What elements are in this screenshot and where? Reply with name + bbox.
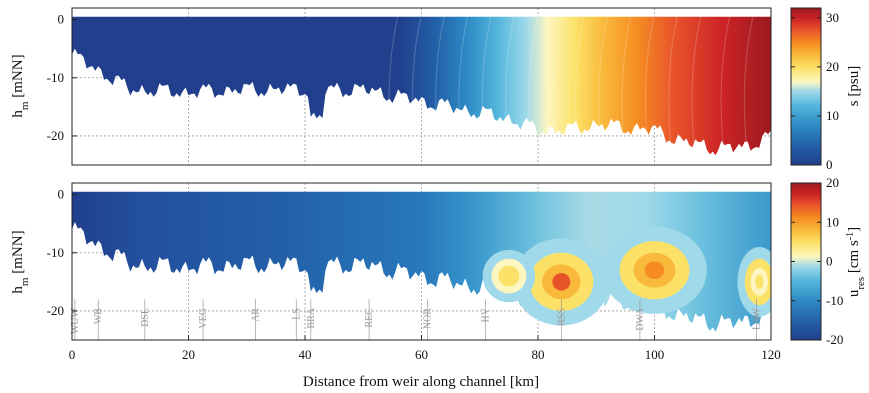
salinity-axes-frame [71,7,772,166]
salinity-contour-bands [388,13,755,160]
salinity-isoline [528,13,539,160]
current-core-inner [503,270,514,282]
salinity-isoline [458,13,469,160]
residual-current-panel: WUW WB DSL VEG AR LS BRA REC NOR HV RSS DWA LAW 0 -10… [10,175,867,390]
residual-colorbar-label: ures [cm s-1] [845,227,868,297]
station-label: DWA [635,307,646,331]
station-label: RSS [556,308,567,326]
current-core-inner [755,274,764,289]
station-label: WUW [70,307,81,334]
residual-y-axis-label: hm [mNN] [10,230,31,293]
y-tick-label: 0 [58,12,65,27]
y-tick-label: 0 [58,187,65,202]
salinity-isoline [598,13,609,160]
residual-y-ticks: 0 -10 -20 [47,187,77,318]
station-label: LS [291,308,302,320]
station-label: LAW [751,307,762,330]
salinity-isoline [551,13,562,160]
y-tick-label: -10 [47,70,64,85]
salinity-isoline [743,13,755,160]
station-label: VEG [198,308,209,329]
salinity-y-ticks: 0 -10 -20 [47,12,77,143]
x-tick-label: 20 [182,347,195,362]
salinity-isoline [481,13,492,160]
salinity-isoline [720,13,731,160]
salinity-y-axis-label: hm [mNN] [10,54,31,117]
station-label: DSL [140,308,151,327]
station-label: REC [364,308,375,328]
colorbar-tick-label: 10 [826,108,839,123]
y-tick-label: -20 [47,128,64,143]
salinity-panel: 0 -10 -20 hm [mNN] 0 10 20 30 s [psu] [10,7,862,172]
station-label: BRA [306,307,317,328]
salinity-isoline [691,13,702,160]
y-tick-label: -10 [47,245,64,260]
residual-colorbar: 20 10 0 -10 -20 ures [cm s-1] [790,175,868,347]
current-core-inner [644,261,665,279]
y-tick-label: -20 [47,303,64,318]
x-tick-label: 100 [645,347,665,362]
colorbar-tick-label: 0 [826,157,833,172]
salinity-field [72,16,771,156]
x-tick-label: 60 [415,347,428,362]
residual-current-cores [482,226,771,326]
station-labels: WUW WB DSL VEG AR LS BRA REC NOR HV RSS DWA LAW [70,299,762,340]
salinity-colorbar-ticks: 0 10 20 30 [791,10,839,172]
current-core-inner [552,273,571,291]
salinity-isoline [388,13,399,160]
salinity-isoline [644,13,656,160]
residual-colorbar-ticks: 20 10 0 -10 -20 [791,175,843,347]
colorbar-tick-label: 10 [826,214,839,229]
station-label: AR [250,308,261,322]
salinity-isoline [505,13,516,160]
salinity-isoline [574,13,586,160]
station-label: WB [93,308,104,324]
colorbar-tick-label: 20 [826,175,839,190]
colorbar-tick-label: 0 [826,254,833,269]
x-tick-label: 80 [532,347,545,362]
salinity-colorbar-label: s [psu] [846,66,862,106]
salinity-isoline [411,13,423,160]
colorbar-tick-label: 20 [826,59,839,74]
station-label: HV [481,307,492,322]
colorbar-tick-label: 30 [826,10,839,25]
salinity-isoline [621,13,632,160]
salinity-colorbar: 0 10 20 30 s [psu] [790,7,862,172]
x-tick-label: 40 [299,347,312,362]
salinity-isoline [435,13,446,160]
x-ticks: 0 20 40 60 80 100 120 [69,335,781,362]
station-label: NOR [422,308,433,329]
x-tick-label: 120 [761,347,781,362]
colorbar-tick-label: -10 [826,293,843,308]
x-axis-label: Distance from weir along channel [km] [303,374,539,390]
colorbar-tick-label: -20 [826,332,843,347]
x-tick-label: 0 [69,347,76,362]
salinity-isoline [668,13,679,160]
